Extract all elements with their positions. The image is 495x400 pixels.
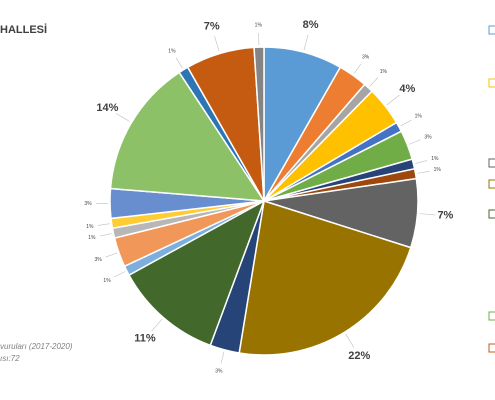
pie-slice [109, 71, 266, 202]
leader-line [400, 119, 412, 127]
pie-slice [238, 200, 412, 356]
data-label: 1% [431, 156, 439, 162]
leader-line [97, 223, 110, 226]
data-label: 1% [168, 48, 176, 54]
legend-swatch [488, 78, 495, 88]
leader-line [419, 213, 436, 216]
data-label: 14% [96, 102, 118, 114]
leader-line [175, 57, 183, 69]
legend-swatch [488, 209, 495, 219]
data-label: 4% [399, 83, 415, 95]
data-label: 1% [103, 278, 111, 284]
leader-line [369, 77, 379, 87]
legend-swatch [488, 179, 495, 189]
data-label: 22% [348, 350, 370, 362]
data-label: 1% [415, 114, 423, 120]
data-label: 1% [88, 235, 96, 241]
leader-line [114, 271, 126, 278]
legend-swatch [488, 311, 495, 321]
footnote: vuruları (2017-2020) [0, 342, 73, 351]
pie-slice [127, 199, 266, 347]
legend-swatch [488, 158, 495, 168]
leader-line [99, 233, 112, 237]
leader-line [115, 113, 130, 122]
leader-line [417, 170, 430, 174]
legend-swatch [488, 25, 495, 35]
leader-line [151, 318, 163, 332]
data-label: 3% [94, 257, 102, 263]
leader-line [353, 63, 362, 74]
leader-line [220, 351, 225, 364]
data-label: 1% [255, 22, 263, 28]
data-label: 1% [434, 167, 442, 173]
data-label: 3% [424, 134, 432, 140]
chart-title: HALLESİ [0, 23, 47, 36]
legend-swatch [488, 343, 495, 353]
data-label: 8% [303, 19, 319, 31]
data-label: 3% [362, 55, 370, 61]
data-label: 11% [134, 333, 156, 345]
data-label: 7% [437, 210, 453, 222]
footnote: ısı:72 [0, 354, 20, 363]
leader-line [415, 160, 428, 164]
data-label: 1% [380, 69, 388, 75]
leader-line [386, 94, 400, 106]
data-label: 1% [86, 224, 94, 230]
leader-line [303, 34, 309, 51]
data-label: 3% [215, 368, 223, 374]
data-label: 3% [84, 201, 92, 207]
leader-line [409, 139, 421, 145]
leader-line [105, 252, 118, 258]
data-label: 7% [204, 21, 220, 33]
legend [488, 25, 495, 353]
leader-line [345, 333, 355, 348]
pie-slice [253, 46, 265, 202]
leader-line [214, 36, 220, 52]
